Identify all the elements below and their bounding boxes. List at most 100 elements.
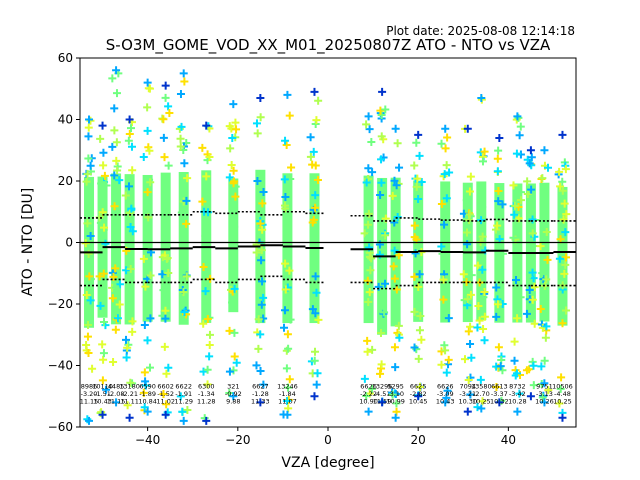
scatter-point xyxy=(410,272,419,281)
scatter-point xyxy=(512,275,521,284)
scatter-point xyxy=(227,161,236,170)
scatter-column xyxy=(282,173,293,324)
scatter-point xyxy=(364,164,373,173)
bin-stat-label: 10.26 xyxy=(535,398,554,406)
scatter-point xyxy=(128,227,137,236)
scatter-point xyxy=(161,314,170,323)
scatter-point xyxy=(474,302,483,311)
scatter-point xyxy=(100,171,109,180)
bin-stat-label: 6602 xyxy=(157,383,174,391)
scatter-point xyxy=(177,208,186,217)
scatter-point xyxy=(111,234,120,243)
scatter-point xyxy=(182,219,191,228)
scatter-point xyxy=(198,197,207,206)
scatter-point xyxy=(124,182,133,191)
bin-stat-label: -3.37 xyxy=(491,390,508,398)
scatter-point xyxy=(442,393,451,402)
scatter-point xyxy=(491,225,500,234)
scatter-point xyxy=(109,272,118,281)
scatter-column xyxy=(111,173,122,325)
scatter-point xyxy=(176,89,185,98)
scatter-point xyxy=(463,124,472,133)
scatter-point xyxy=(417,177,426,186)
scatter-point xyxy=(113,166,122,175)
bin-stat-label: 11.29 xyxy=(174,398,193,406)
scatter-point xyxy=(377,155,386,164)
bin-stat-label: -2.22 xyxy=(360,390,377,398)
scatter-point xyxy=(82,290,91,299)
scatter-point xyxy=(360,229,369,238)
scatter-point xyxy=(555,167,564,176)
scatter-point xyxy=(311,191,320,200)
scatter-point xyxy=(225,367,234,376)
scatter-point xyxy=(125,413,134,422)
scatter-point xyxy=(164,269,173,278)
bin-stat-label: -4.51 xyxy=(374,390,391,398)
scatter-point xyxy=(464,327,473,336)
scatter-point xyxy=(478,232,487,241)
scatter-point xyxy=(98,376,107,385)
scatter-point xyxy=(176,392,185,401)
scatter-point xyxy=(159,286,168,295)
scatter-point xyxy=(410,233,419,242)
scatter-point xyxy=(437,242,446,251)
scatter-point xyxy=(121,335,130,344)
scatter-point xyxy=(256,93,265,102)
scatter-point xyxy=(477,404,486,413)
bin-stat-label: -1.28 xyxy=(252,390,269,398)
scatter-point xyxy=(280,323,289,332)
scatter-point xyxy=(139,152,148,161)
y-tick-label: 0 xyxy=(65,236,73,250)
scatter-point xyxy=(492,312,501,321)
scatter-point xyxy=(494,343,503,352)
scatter-point xyxy=(394,321,403,330)
x-tick-label: 20 xyxy=(411,433,426,447)
scatter-point xyxy=(126,223,135,232)
scatter-point xyxy=(283,410,292,419)
scatter-point xyxy=(365,288,374,297)
scatter-point xyxy=(561,165,570,174)
scatter-point xyxy=(284,344,293,353)
scatter-point xyxy=(126,124,135,133)
scatter-point xyxy=(163,254,172,263)
scatter-point xyxy=(183,405,192,414)
scatter-point xyxy=(363,347,372,356)
scatter-point xyxy=(306,152,315,161)
scatter-point xyxy=(139,254,148,263)
scatter-point xyxy=(466,172,475,181)
scatter-point xyxy=(314,315,323,324)
scatter-point xyxy=(395,333,404,342)
scatter-point xyxy=(439,275,448,284)
scatter-point xyxy=(391,124,400,133)
scatter-point xyxy=(414,130,423,139)
scatter-point xyxy=(281,192,290,201)
scatter-point xyxy=(252,361,261,370)
scatter-point xyxy=(146,178,155,187)
scatter-point xyxy=(523,190,532,199)
scatter-point xyxy=(201,287,210,296)
bin-stat-label: 6625 xyxy=(410,383,427,391)
scatter-point xyxy=(88,364,97,373)
scatter-point xyxy=(225,326,234,335)
scatter-point xyxy=(145,84,154,93)
scatter-point xyxy=(253,129,262,138)
scatter-point xyxy=(442,194,451,203)
scatter-point xyxy=(230,328,239,337)
bin-stat-label: -2.70 xyxy=(473,390,490,398)
scatter-point xyxy=(479,324,488,333)
scatter-point xyxy=(390,274,399,283)
scatter-point xyxy=(85,115,94,124)
bin-stat-label: -2.08 xyxy=(108,390,125,398)
scatter-point xyxy=(441,346,450,355)
bin-stat-label: 11.33 xyxy=(251,398,270,406)
scatter-point xyxy=(442,161,451,170)
bin-stat-label: 13296 xyxy=(372,383,393,391)
scatter-point xyxy=(112,315,121,324)
scatter-point xyxy=(541,250,550,259)
scatter-point xyxy=(509,181,518,190)
scatter-point xyxy=(556,384,565,393)
scatter-point xyxy=(416,312,425,321)
scatter-point xyxy=(97,179,106,188)
bin-stat-label: 10.90 xyxy=(359,398,378,406)
scatter-point xyxy=(86,116,95,125)
